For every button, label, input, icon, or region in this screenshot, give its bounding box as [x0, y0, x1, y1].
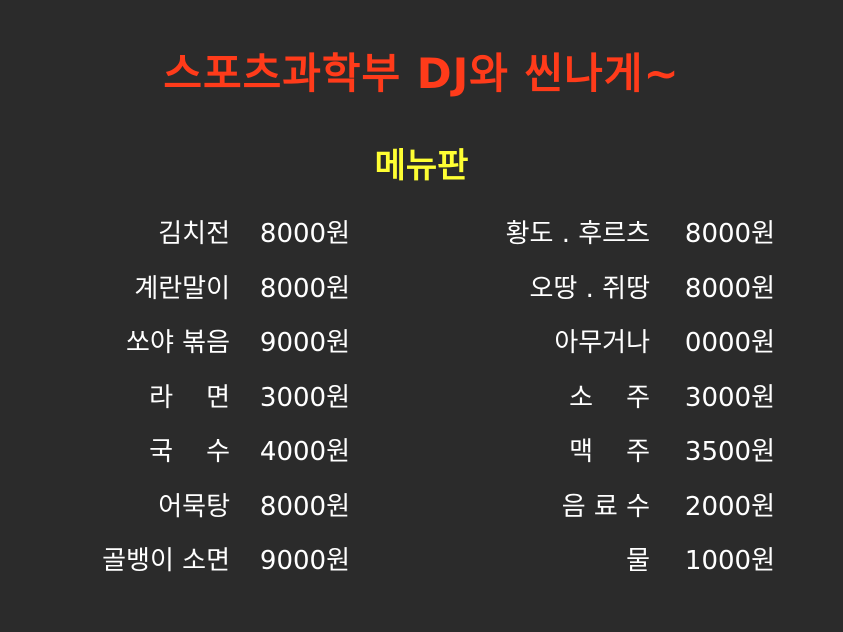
menu-item: 맥 주 3500원	[480, 423, 780, 478]
menu-item-price: 8000원	[259, 273, 350, 304]
menu-item-name: 소 주	[569, 382, 650, 413]
menu-item-price: 8000원	[684, 273, 775, 304]
menu-item: 어묵탕 8000원	[60, 478, 360, 533]
menu-item-price: 8000원	[684, 219, 775, 249]
menu-column-right: 황도 . 후르츠 8000원 오땅 . 쥐땅 8000원 아무거나 0000원 …	[480, 205, 780, 587]
menu-item-price: 9000원	[259, 328, 350, 358]
menu-item-name: 맥 주	[569, 437, 650, 467]
menu-item: 오땅 . 쥐땅 8000원	[480, 260, 780, 315]
menu-item-name: 오땅 . 쥐땅	[529, 273, 650, 304]
menu-item: 라 면 3000원	[60, 369, 360, 424]
menu-item: 물 1000원	[480, 532, 780, 587]
menu-item-price: 1000원	[684, 546, 775, 576]
menu-item-name: 라 면	[149, 382, 230, 413]
menu-item-name: 김치전	[158, 219, 230, 249]
menu-item-price: 8000원	[259, 491, 350, 522]
menu-item-price: 2000원	[684, 491, 775, 522]
menu-item-price: 4000원	[259, 437, 350, 467]
menu-item: 김치전 8000원	[60, 205, 360, 260]
menu-item-name: 어묵탕	[158, 491, 230, 522]
menu-item-price: 9000원	[259, 546, 350, 576]
menu-item: 황도 . 후르츠 8000원	[480, 205, 780, 260]
menu-item: 쏘야 볶음 9000원	[60, 314, 360, 369]
menu-item-name: 쏘야 볶음	[126, 328, 230, 358]
menu-item-name: 국 수	[149, 437, 230, 467]
menu-item: 아무거나 0000원	[480, 314, 780, 369]
menu-item-price: 0000원	[684, 328, 775, 358]
menu-item-name: 골뱅이 소면	[102, 546, 230, 576]
menu-item-name: 계란말이	[134, 273, 230, 304]
menu-item: 골뱅이 소면 9000원	[60, 532, 360, 587]
menu-item-price: 3500원	[684, 437, 775, 467]
menu-column-left: 김치전 8000원 계란말이 8000원 쏘야 볶음 9000원 라 면 300…	[60, 205, 360, 587]
page-title: 스포츠과학부 DJ와 씬나게~	[163, 49, 680, 98]
menu-item-price: 3000원	[684, 382, 775, 413]
menu-heading: 메뉴판	[374, 146, 469, 186]
menu-item: 음 료 수 2000원	[480, 478, 780, 533]
menu-item: 국 수 4000원	[60, 423, 360, 478]
menu-item: 소 주 3000원	[480, 369, 780, 424]
menu-item-name: 아무거나	[554, 328, 650, 358]
menu-item-name: 음 료 수	[561, 491, 650, 522]
menu-item-price: 3000원	[259, 382, 350, 413]
menu-item-price: 8000원	[259, 219, 350, 249]
menu-item: 계란말이 8000원	[60, 260, 360, 315]
menu-item-name: 물	[626, 546, 650, 576]
menu-item-name: 황도 . 후르츠	[505, 219, 650, 249]
